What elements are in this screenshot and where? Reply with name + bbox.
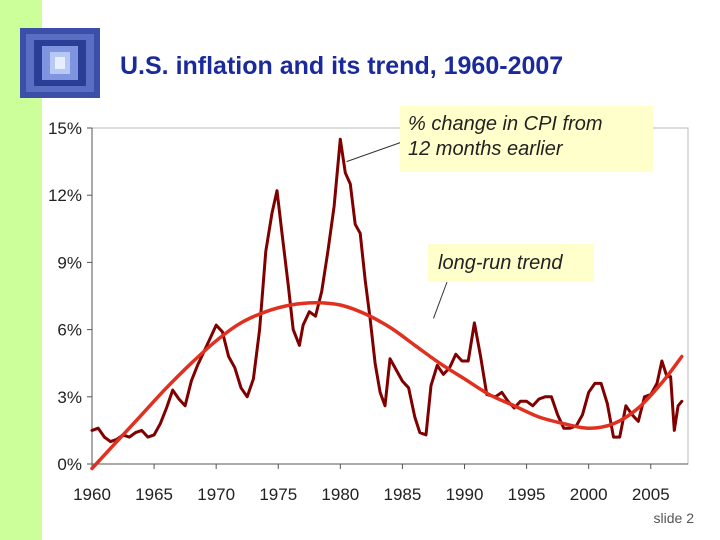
y-tick-label: 6% (57, 321, 82, 340)
cpi-callout-leader (346, 141, 403, 163)
y-tick-label: 15% (48, 119, 82, 138)
tick-label-layer: 0% 3% 6% 9% 12% 15% 1960 1965 1970 1975 1980 1985 19… (48, 119, 670, 504)
cpi-callout: % change in CPI from 12 months earlier (400, 106, 653, 172)
long-run-trend-line (90, 300, 684, 471)
x-tick-label: 2005 (632, 485, 670, 504)
y-tick-label: 9% (57, 253, 82, 272)
y-tick-label: 0% (57, 455, 82, 474)
plot-area-frame (91, 127, 689, 465)
y-tick-label: 3% (57, 388, 82, 407)
slide-number: slide 2 (653, 510, 694, 526)
cpi-callout-line1: % change in CPI from (408, 113, 603, 135)
title-years: 1960-2007 (443, 52, 564, 80)
tunnel-logo-icon (20, 28, 100, 98)
x-tick-label: 1960 (73, 485, 111, 504)
trend-callout-leader (432, 281, 448, 319)
leader-line-layer (346, 141, 448, 319)
x-tick-label: 1975 (259, 485, 297, 504)
page-title: U.S. inflation and its trend, 1960-2007 (120, 52, 563, 81)
axes-layer (91, 127, 689, 465)
trend-callout: long-run trend (428, 244, 594, 282)
x-tick-label: 1995 (508, 485, 546, 504)
x-tick-label: 1985 (384, 485, 422, 504)
title-main: U.S. inflation and its trend, (120, 52, 444, 80)
cpi-inflation-line (90, 137, 684, 444)
x-tick-label: 1980 (321, 485, 359, 504)
x-tick-label: 1970 (197, 485, 235, 504)
y-tick-label: 12% (48, 186, 82, 205)
x-tick-label: 2000 (570, 485, 608, 504)
series-layer (90, 137, 684, 471)
x-tick-label: 1990 (446, 485, 484, 504)
x-tick-label: 1965 (135, 485, 173, 504)
cpi-callout-line2: 12 months earlier (408, 138, 563, 160)
